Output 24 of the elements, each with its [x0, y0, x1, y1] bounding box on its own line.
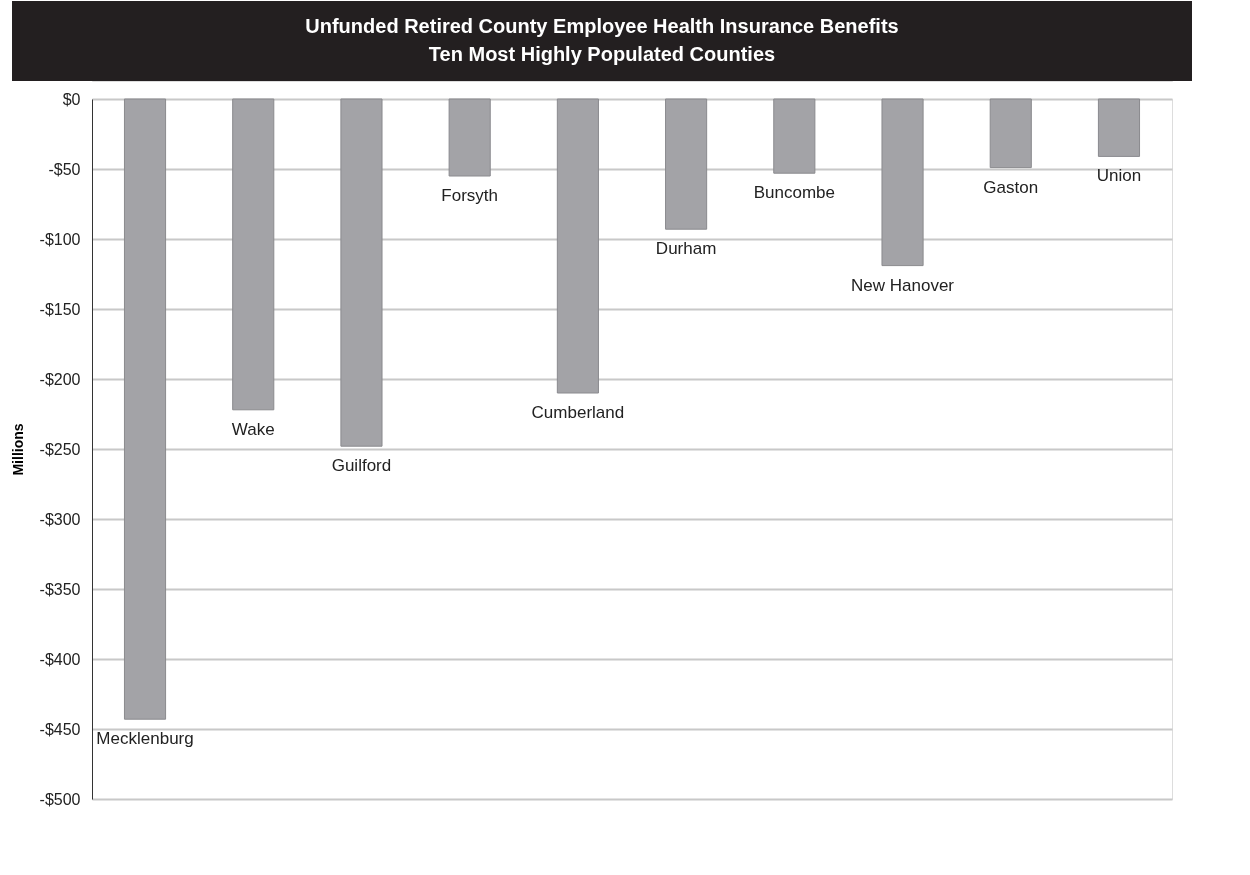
y-tick-label: -$450 — [39, 720, 81, 738]
x-tick-label: Union — [1096, 166, 1142, 186]
y-tick-label: -$300 — [39, 510, 81, 528]
y-tick-label: -$500 — [39, 790, 81, 808]
x-tick-label: Forsyth — [441, 186, 499, 205]
x-tick-label: Cumberland — [531, 403, 625, 422]
chart-title: Unfunded Retired County Employee Health Insurance Benefits — [305, 15, 899, 37]
x-tick-label: Gaston — [983, 177, 1039, 197]
y-tick-label: -$200 — [39, 370, 81, 388]
x-tick-label: Guilford — [331, 456, 392, 476]
y-tick-label: -$400 — [39, 650, 81, 668]
y-axis-title: Millions — [9, 423, 26, 476]
y-tick-label: -$150 — [39, 300, 81, 318]
x-tick-label: New Hanover — [851, 275, 955, 295]
chart-subtitle: Ten Most Highly Populated Counties — [428, 43, 776, 65]
y-tick-label: -$100 — [39, 230, 81, 248]
x-tick-label: Mecklenburg — [96, 729, 194, 749]
x-tick-label: Durham — [655, 239, 717, 259]
x-tick-label: Buncombe — [753, 183, 835, 203]
y-tick-label: -$350 — [39, 580, 81, 598]
y-tick-label: -$250 — [39, 440, 81, 458]
x-tick-label: Wake — [231, 419, 275, 439]
y-tick-label: $0 — [62, 90, 81, 108]
y-tick-label: -$50 — [48, 160, 81, 178]
